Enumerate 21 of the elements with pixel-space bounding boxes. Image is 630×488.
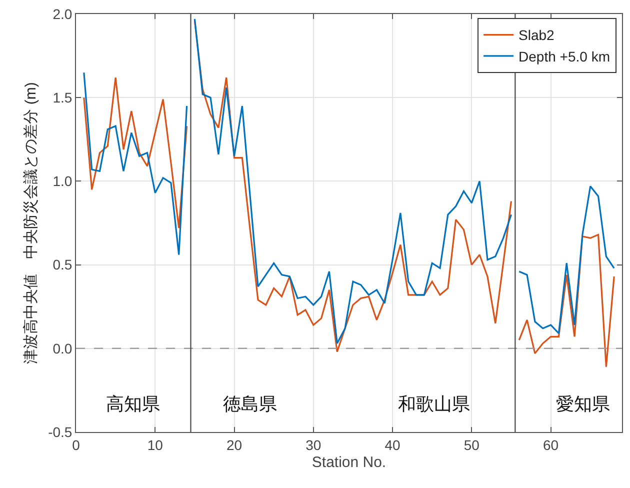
annotation: 高知県 — [106, 394, 160, 414]
legend-label: Depth +5.0 km — [518, 48, 610, 64]
y-tick-label: 2.0 — [52, 6, 72, 22]
y-tick-label: 1.0 — [52, 173, 72, 190]
y-axis-title: 津波高中央値 中央防災会議との差分 (m) — [22, 82, 40, 364]
x-tick-label: 40 — [384, 436, 401, 453]
x-tick-label: 50 — [464, 436, 480, 453]
y-tick-label: 0.0 — [52, 340, 72, 356]
y-tick-label: -0.5 — [48, 424, 72, 440]
annotation: 和歌山県 — [398, 394, 470, 414]
annotation: 愛知県 — [556, 394, 610, 414]
x-tick-label: 60 — [542, 436, 559, 453]
x-axis-title: Station No. — [312, 454, 386, 471]
y-tick-label: 1.5 — [52, 90, 72, 106]
x-tick-label: 0 — [72, 436, 80, 453]
x-tick-label: 30 — [306, 436, 322, 453]
x-tick-label: 10 — [147, 436, 164, 453]
legend-label: Slab2 — [518, 27, 555, 44]
y-tick-label: 0.5 — [52, 256, 72, 273]
annotation: 徳島県 — [223, 394, 277, 414]
x-tick-label: 20 — [226, 436, 242, 453]
